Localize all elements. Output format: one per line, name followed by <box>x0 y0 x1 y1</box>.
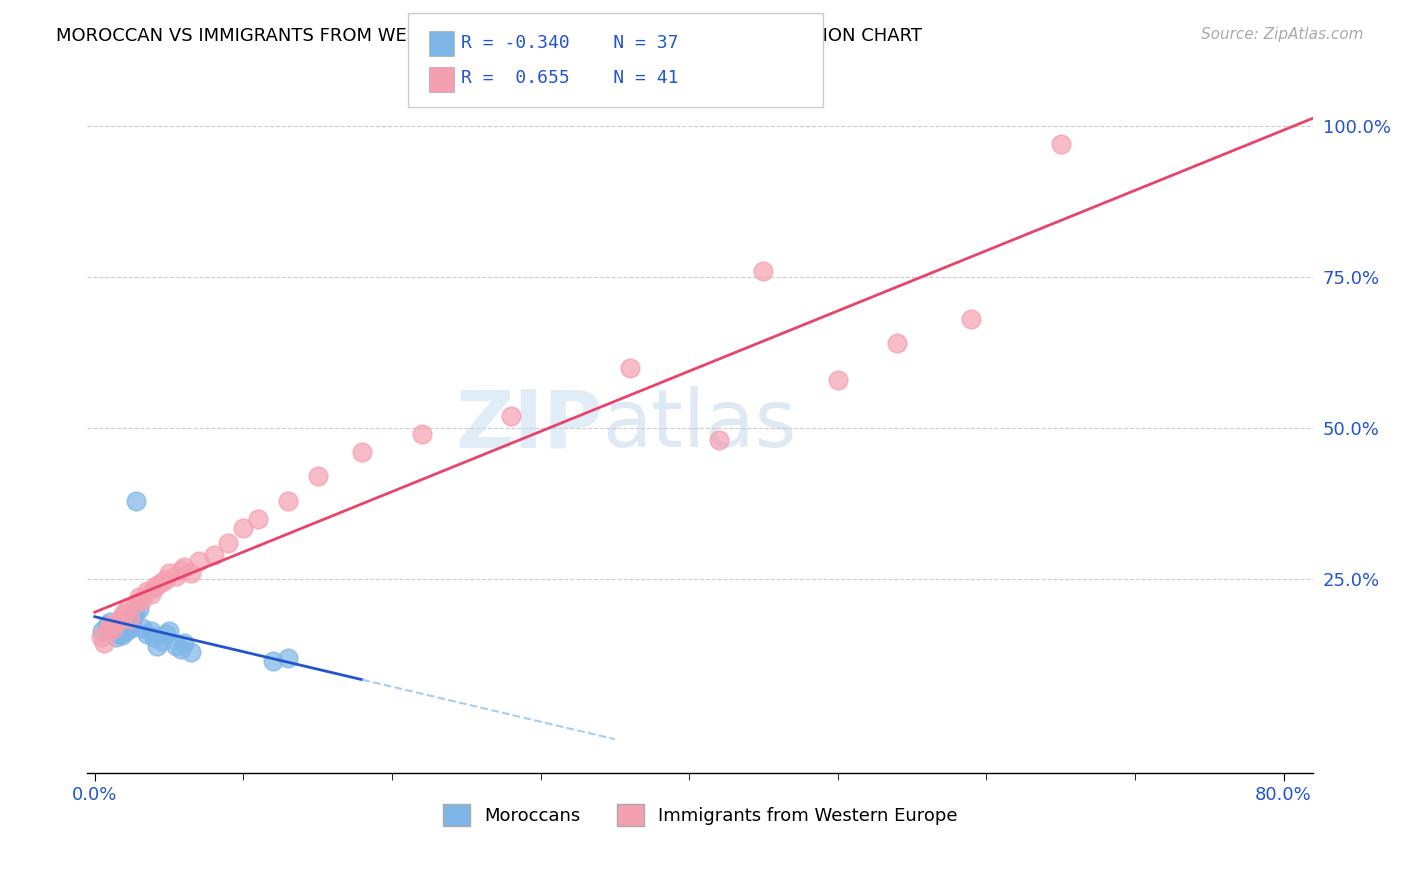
Text: ZIP: ZIP <box>456 386 602 464</box>
Text: atlas: atlas <box>602 386 797 464</box>
Point <box>114 621 136 635</box>
Point <box>110 628 132 642</box>
Point <box>707 434 730 448</box>
Point <box>111 625 134 640</box>
Point <box>121 615 143 630</box>
Point <box>135 626 157 640</box>
Point <box>411 427 433 442</box>
Point <box>277 651 299 665</box>
Point <box>218 536 240 550</box>
Point <box>141 624 163 638</box>
Point <box>131 593 153 607</box>
Point <box>141 587 163 601</box>
Point <box>146 578 169 592</box>
Point <box>101 622 124 636</box>
Point <box>125 597 148 611</box>
Point <box>105 624 128 638</box>
Point <box>262 654 284 668</box>
Point <box>157 566 180 581</box>
Point <box>120 617 142 632</box>
Point <box>247 512 270 526</box>
Point <box>173 560 195 574</box>
Point <box>128 602 150 616</box>
Point <box>752 264 775 278</box>
Point <box>307 469 329 483</box>
Point <box>108 621 131 635</box>
Point <box>180 645 202 659</box>
Point <box>98 615 121 629</box>
Point <box>110 622 132 636</box>
Point <box>146 639 169 653</box>
Point <box>114 617 136 632</box>
Point <box>90 630 112 644</box>
Point <box>277 493 299 508</box>
Point <box>117 602 139 616</box>
Point <box>173 636 195 650</box>
Point <box>115 624 138 638</box>
Point <box>150 575 173 590</box>
Point <box>170 641 193 656</box>
Point <box>143 630 166 644</box>
Point <box>827 373 849 387</box>
Point <box>93 636 115 650</box>
Point <box>155 626 177 640</box>
Point <box>187 554 209 568</box>
Point <box>107 626 129 640</box>
Point <box>125 493 148 508</box>
Point <box>135 584 157 599</box>
Point <box>166 569 188 583</box>
Point <box>143 582 166 596</box>
Point <box>118 622 141 636</box>
Point <box>1049 136 1071 151</box>
Point <box>101 621 124 635</box>
Point <box>960 312 983 326</box>
Point <box>619 360 641 375</box>
Point <box>180 566 202 581</box>
Text: R =  0.655    N = 41: R = 0.655 N = 41 <box>461 70 679 87</box>
Point <box>155 572 177 586</box>
Point <box>232 521 254 535</box>
Point <box>886 336 908 351</box>
Point <box>121 611 143 625</box>
Point <box>91 624 114 638</box>
Point <box>124 606 146 620</box>
Point <box>96 617 118 632</box>
Point <box>170 563 193 577</box>
Text: Source: ZipAtlas.com: Source: ZipAtlas.com <box>1201 27 1364 42</box>
Point <box>128 591 150 605</box>
Point <box>202 548 225 562</box>
Legend: Moroccans, Immigrants from Western Europe: Moroccans, Immigrants from Western Europ… <box>436 797 965 833</box>
Point <box>131 621 153 635</box>
Point <box>352 445 374 459</box>
Point <box>98 617 121 632</box>
Point <box>104 630 127 644</box>
Point <box>157 624 180 638</box>
Text: R = -0.340    N = 37: R = -0.340 N = 37 <box>461 34 679 52</box>
Point <box>110 608 132 623</box>
Point <box>499 409 522 423</box>
Point <box>166 639 188 653</box>
Point <box>117 619 139 633</box>
Point <box>96 624 118 638</box>
Point <box>105 615 128 629</box>
Point <box>120 611 142 625</box>
Point <box>114 606 136 620</box>
Text: MOROCCAN VS IMMIGRANTS FROM WESTERN EUROPE MASTER'S DEGREE CORRELATION CHART: MOROCCAN VS IMMIGRANTS FROM WESTERN EURO… <box>56 27 922 45</box>
Point <box>150 634 173 648</box>
Point <box>122 608 145 623</box>
